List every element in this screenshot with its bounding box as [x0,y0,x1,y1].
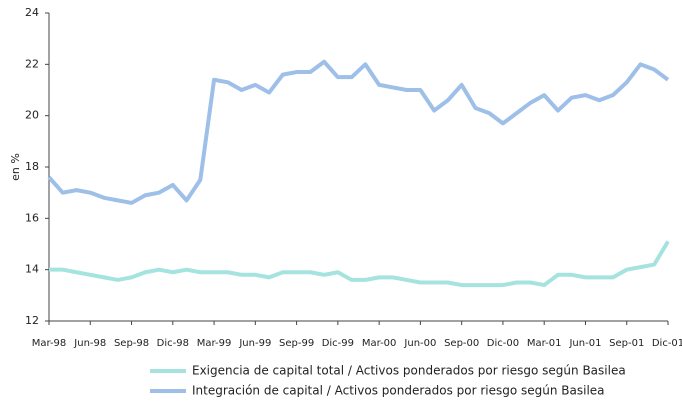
y-tick-label: 12 [25,314,39,327]
series-line [47,59,670,205]
x-tick-label: Sep-00 [444,338,479,349]
x-tick-label: Sep-99 [279,338,314,349]
x-tick-label: Sep-01 [609,338,644,349]
legend-label: Integración de capital / Activos pondera… [192,384,605,398]
x-tick-label: Jun-01 [568,338,601,349]
legend-label: Exigencia de capital total / Activos pon… [192,364,626,378]
x-tick-label: Mar-00 [362,338,397,349]
x-tick-label: Dic-01 [652,338,682,349]
x-tick-label: Jun-99 [238,338,271,349]
y-axis-label: en % [9,153,22,181]
x-tick-label: Dic-00 [487,338,519,349]
x-tick-label: Jun-98 [73,338,106,349]
x-tick-label: Sep-98 [114,338,149,349]
x-tick-label: Mar-99 [197,338,232,349]
y-tick-label: 14 [25,263,39,276]
y-tick-label: 18 [25,160,39,173]
series-line [49,240,670,288]
x-tick-label: Jun-00 [403,338,436,349]
y-tick-label: 22 [25,57,39,70]
y-tick-label: 20 [25,109,39,122]
x-tick-label: Dic-98 [157,338,189,349]
x-tick-label: Mar-98 [32,338,67,349]
x-tick-label: Mar-01 [527,338,562,349]
y-tick-label: 24 [25,6,39,19]
y-tick-label: 16 [25,211,39,224]
x-tick-label: Dic-99 [322,338,354,349]
